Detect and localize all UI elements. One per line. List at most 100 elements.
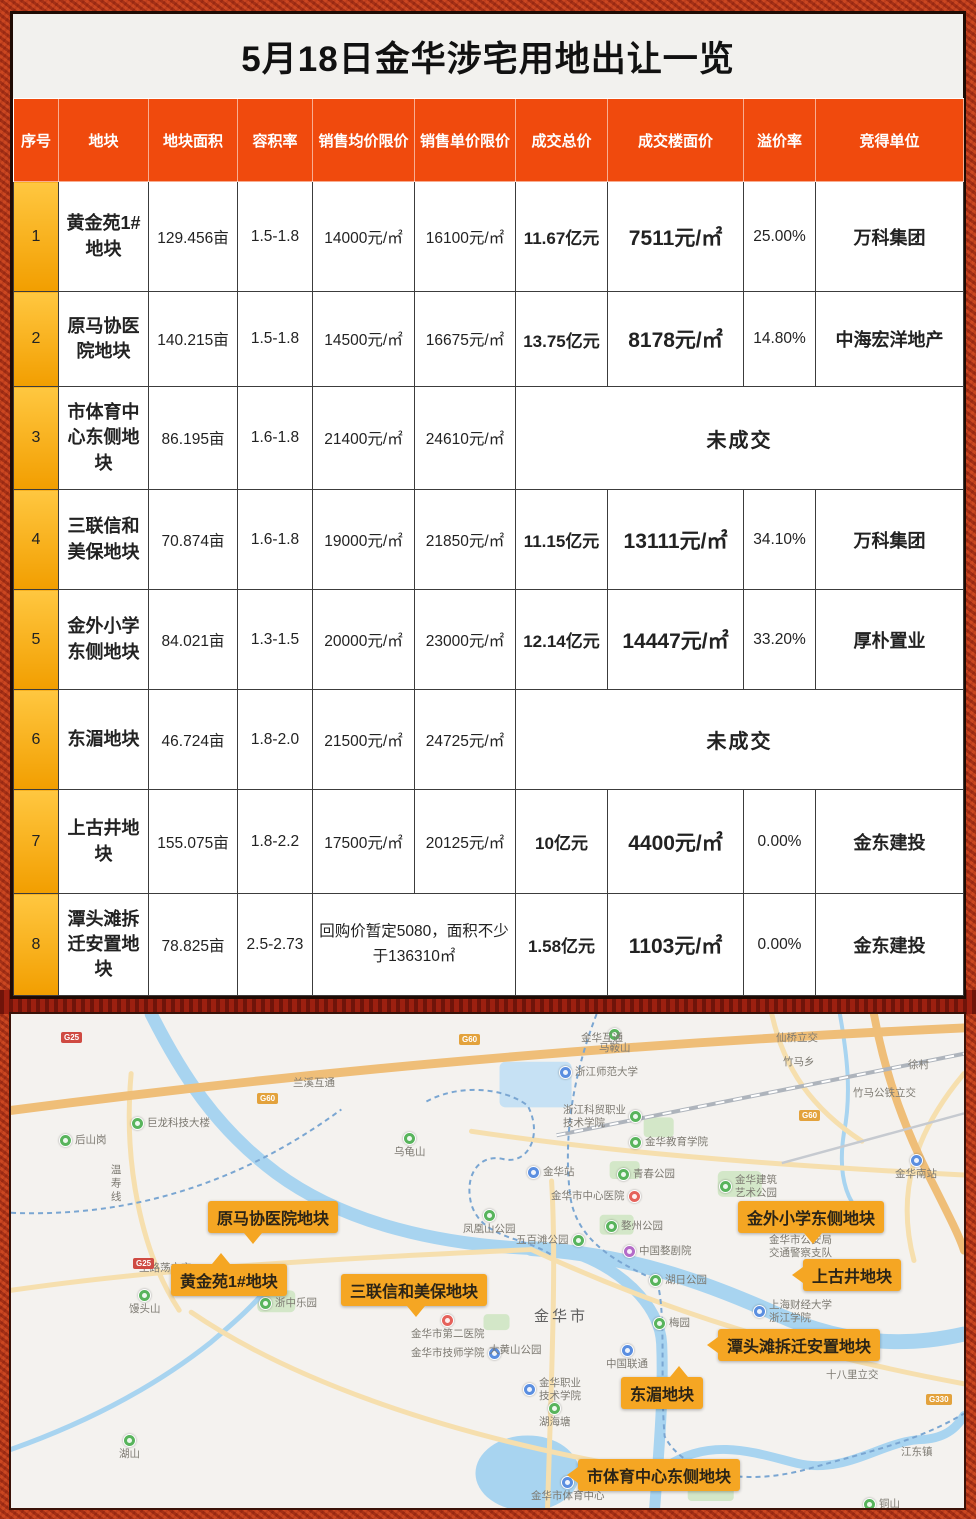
map-overlay: 马鞍山 兰溪互通 竹马乡 竹马公铁立交 徐村 巨龙科技大楼 后山岗 乌龟山 温寿线 金华互通 仙桥立… (11, 1014, 964, 1508)
map-poi-text: 铜山 (879, 1498, 900, 1510)
map-poi-text: 青春公园 (633, 1168, 675, 1181)
plot-location-callout: 潭头滩拆迁安置地块 (718, 1329, 881, 1361)
map-poi-label: 婺州公园 (605, 1220, 663, 1233)
map-poi-label: 湖海塘 (539, 1402, 571, 1429)
map-poi-text: 凤凰山公园 (463, 1223, 516, 1235)
map-poi-label: 青春公园 (617, 1168, 675, 1181)
park-marker-icon (629, 1136, 642, 1149)
header-serial: 序号 (13, 98, 59, 182)
cell-winner: 万科集团 (815, 489, 964, 590)
map-poi-text: 金华市公安局 交通警察支队 (769, 1234, 832, 1259)
park-marker-icon (548, 1402, 562, 1415)
map-poi-text: 浙中乐园 (275, 1297, 317, 1310)
cell-floor-price: 14447元/㎡ (607, 589, 744, 690)
table-row: 5 金外小学东侧地块 84.021亩 1.3-1.5 20000元/㎡ 2300… (13, 589, 964, 690)
map-poi-text: 兰溪互通 (293, 1077, 335, 1089)
place-marker-icon (909, 1154, 923, 1167)
map-poi-label: 金华市第二医院 (411, 1314, 485, 1341)
hospital-marker-icon (441, 1314, 455, 1327)
cell-serial: 1 (13, 181, 59, 292)
map-poi-label: 金华职业 技术学院 (523, 1377, 581, 1402)
park-marker-icon (403, 1132, 417, 1145)
road-number-badge: G60 (257, 1093, 279, 1104)
map-poi-text: 温寿线 (109, 1164, 122, 1205)
cell-area: 70.874亩 (148, 489, 238, 590)
map-poi-text: 金华教育学院 (645, 1136, 708, 1149)
cell-total-price: 12.14亿元 (515, 589, 608, 690)
map-base-layer (11, 1014, 964, 1508)
map-poi-text: 金华市技师学院 (411, 1347, 485, 1360)
cell-floor-price: 4400元/㎡ (607, 789, 744, 894)
page-title: 5月18日金华涉宅用地出让一览 (241, 39, 735, 79)
plot-location-callout: 三联信和美保地块 (341, 1274, 488, 1317)
header-far: 容积率 (237, 98, 313, 182)
map-poi-text: 金华市 (534, 1308, 589, 1325)
cell-avg-price-limit: 20000元/㎡ (312, 589, 415, 690)
cell-total-price: 11.15亿元 (515, 489, 608, 590)
map-poi-text: 梅园 (669, 1317, 690, 1330)
table-row: 8 潭头滩拆迁安置地块 78.825亩 2.5-2.73 回购价暂定5080，面… (13, 893, 964, 996)
cell-unit-price-limit: 24610元/㎡ (414, 386, 516, 490)
map-poi-label: 兰溪互通 (293, 1077, 335, 1090)
map-poi-label: 温寿线 (109, 1164, 122, 1205)
header-plot: 地块 (58, 98, 149, 182)
cell-unit-price-limit: 16675元/㎡ (414, 291, 516, 387)
cell-area: 84.021亩 (148, 589, 238, 690)
map-poi-text: 竹马公铁立交 (853, 1087, 916, 1099)
plot-location-callout: 黄金苑1#地块 (171, 1253, 287, 1296)
map-poi-text: 金华南站 (895, 1168, 937, 1180)
map-poi-text: 中国婺剧院 (639, 1245, 692, 1258)
cell-avg-price-limit: 19000元/㎡ (312, 489, 415, 590)
map-poi-label: 巨龙科技大楼 (131, 1117, 210, 1130)
plot-location-callout: 原马协医院地块 (208, 1201, 339, 1244)
road-number-badge: G330 (926, 1394, 952, 1405)
map-poi-label: 铜山 (863, 1498, 900, 1510)
table-row: 6 东湄地块 46.724亩 1.8-2.0 21500元/㎡ 24725元/㎡… (13, 689, 964, 790)
cell-plot-name: 市体育中心东侧地块 (58, 386, 149, 490)
cell-winner: 厚朴置业 (815, 589, 964, 690)
map-poi-label: 仙桥立交 (776, 1032, 818, 1045)
map-poi-label: 竹马公铁立交 (853, 1087, 916, 1100)
map-poi-label: 馒头山 (129, 1289, 161, 1316)
map-poi-text: 中国联通 (606, 1358, 648, 1370)
map-poi-label: 江东镇 (901, 1446, 933, 1459)
map-poi-text: 浙江师范大学 (575, 1066, 638, 1079)
park-marker-icon (131, 1117, 144, 1130)
map-poi-text: 十八里立交 (826, 1369, 879, 1381)
cell-floor-price: 1103元/㎡ (607, 893, 744, 996)
table-row: 3 市体育中心东侧地块 86.195亩 1.6-1.8 21400元/㎡ 246… (13, 386, 964, 490)
cell-area: 78.825亩 (148, 893, 238, 996)
theater-marker-icon (623, 1245, 636, 1258)
city-map: 马鞍山 兰溪互通 竹马乡 竹马公铁立交 徐村 巨龙科技大楼 后山岗 乌龟山 温寿线 金华互通 仙桥立… (9, 1012, 966, 1510)
cell-plot-name: 黄金苑1#地块 (58, 181, 149, 292)
park-marker-icon (482, 1209, 496, 1222)
place-marker-icon (487, 1347, 501, 1360)
map-poi-text: 五百滩公园 (516, 1234, 569, 1247)
cell-avg-price-limit: 21400元/㎡ (312, 386, 415, 490)
plot-location-callout: 市体育中心东侧地块 (578, 1459, 741, 1491)
plot-location-callout: 上古井地块 (803, 1259, 902, 1291)
map-poi-text: 金华职业 技术学院 (539, 1377, 581, 1402)
cell-premium-rate: 34.10% (743, 489, 816, 590)
map-poi-label: 金华教育学院 (629, 1136, 708, 1149)
cell-serial: 4 (13, 489, 59, 590)
place-marker-icon (753, 1305, 766, 1319)
park-marker-icon (863, 1498, 876, 1508)
header-area: 地块面积 (148, 98, 238, 182)
map-poi-text: 徐村 (908, 1059, 929, 1071)
road-number-badge: G60 (459, 1034, 481, 1045)
park-marker-icon (138, 1289, 152, 1302)
place-marker-icon (527, 1166, 540, 1179)
header-unit-price-limit: 销售单价限价 (414, 98, 516, 182)
map-poi-label: 凤凰山公园 (463, 1209, 516, 1236)
cell-floor-price: 8178元/㎡ (607, 291, 744, 387)
cell-winner: 金东建投 (815, 789, 964, 894)
cell-total-price: 11.67亿元 (515, 181, 608, 292)
map-poi-text: 江东镇 (901, 1446, 933, 1458)
park-marker-icon (653, 1317, 666, 1330)
plot-location-callout: 金外小学东侧地块 (738, 1201, 885, 1244)
park-marker-icon (571, 1234, 585, 1247)
map-city-label: 金华市 (534, 1308, 588, 1326)
cell-unit-price-limit: 20125元/㎡ (414, 789, 516, 894)
cell-premium-rate: 25.00% (743, 181, 816, 292)
